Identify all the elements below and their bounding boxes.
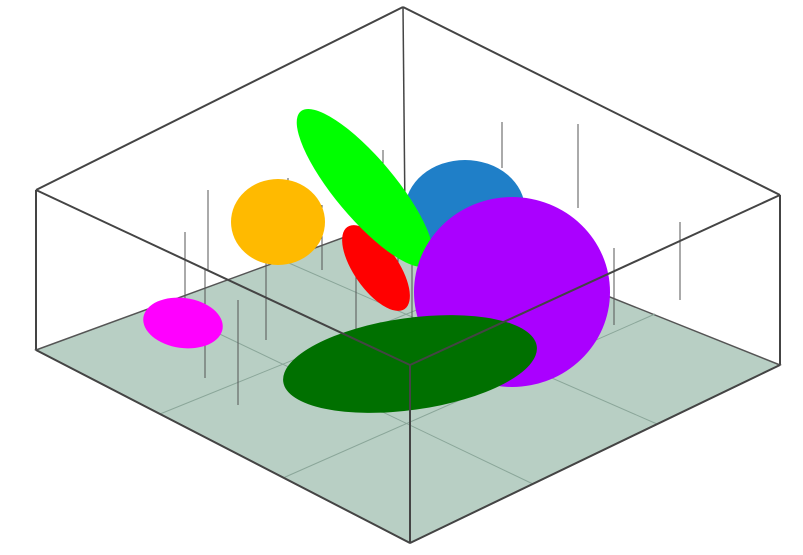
box-edge-top-left: [35, 6, 404, 191]
box-edge-front-top-right: [409, 194, 781, 366]
box-edge-floor-left: [35, 349, 411, 544]
box-back-edges: [35, 6, 781, 365]
box-edge-floor-right: [409, 364, 781, 544]
cluster-blob-blue: [342, 225, 410, 311]
cluster-blobs: [143, 109, 610, 413]
cluster-blob-orange: [231, 179, 325, 265]
box-edge-back-vertical: [402, 6, 406, 216]
box-edge-front-top-left: [35, 189, 411, 366]
box-front-edges: [35, 189, 781, 544]
cluster-blob-red: [296, 109, 434, 267]
box-edge-top-right: [402, 6, 781, 196]
cluster-blob-magenta: [143, 297, 223, 349]
